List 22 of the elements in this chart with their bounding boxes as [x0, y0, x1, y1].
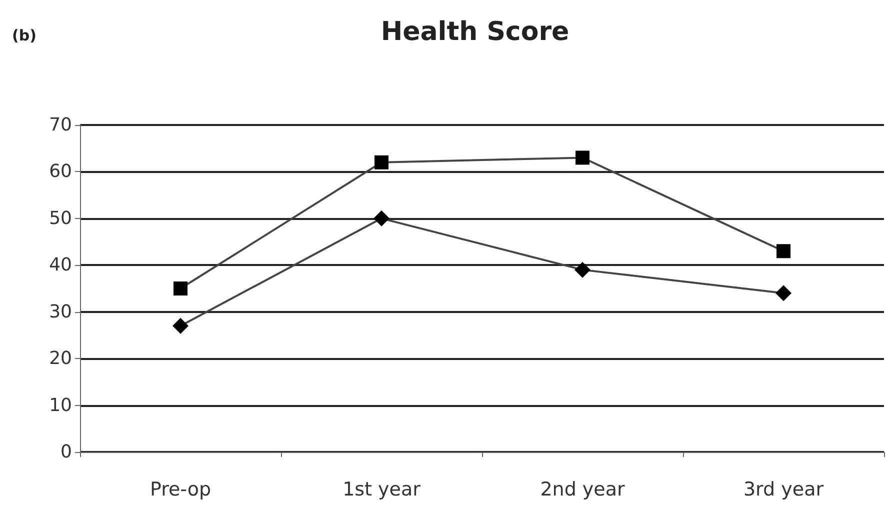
y-tick-label: 0: [60, 442, 72, 462]
y-tick-label: 50: [49, 208, 72, 229]
y-tick-label: 10: [49, 394, 72, 416]
text: (b): [12, 26, 36, 44]
y-tick-label: 20: [49, 348, 72, 370]
y-tick-label: 40: [49, 254, 72, 276]
point: [374, 210, 390, 226]
x-tick-label: Pre-op: [150, 478, 212, 500]
point: [776, 244, 790, 258]
point: [374, 155, 388, 170]
point: [574, 262, 590, 278]
y-tick-label: 30: [49, 301, 72, 322]
y-tick-label: 70: [49, 114, 72, 136]
point: [174, 282, 188, 296]
point: [576, 150, 590, 165]
point: [776, 285, 792, 302]
x-tick-label: 3rd year: [743, 478, 824, 500]
y-tick-label: 60: [49, 161, 72, 182]
chart-title: Health Score: [380, 17, 570, 47]
point: [172, 318, 188, 334]
x-tick-label: 2nd year: [540, 478, 625, 500]
x-tick-label: 1st year: [342, 478, 421, 500]
